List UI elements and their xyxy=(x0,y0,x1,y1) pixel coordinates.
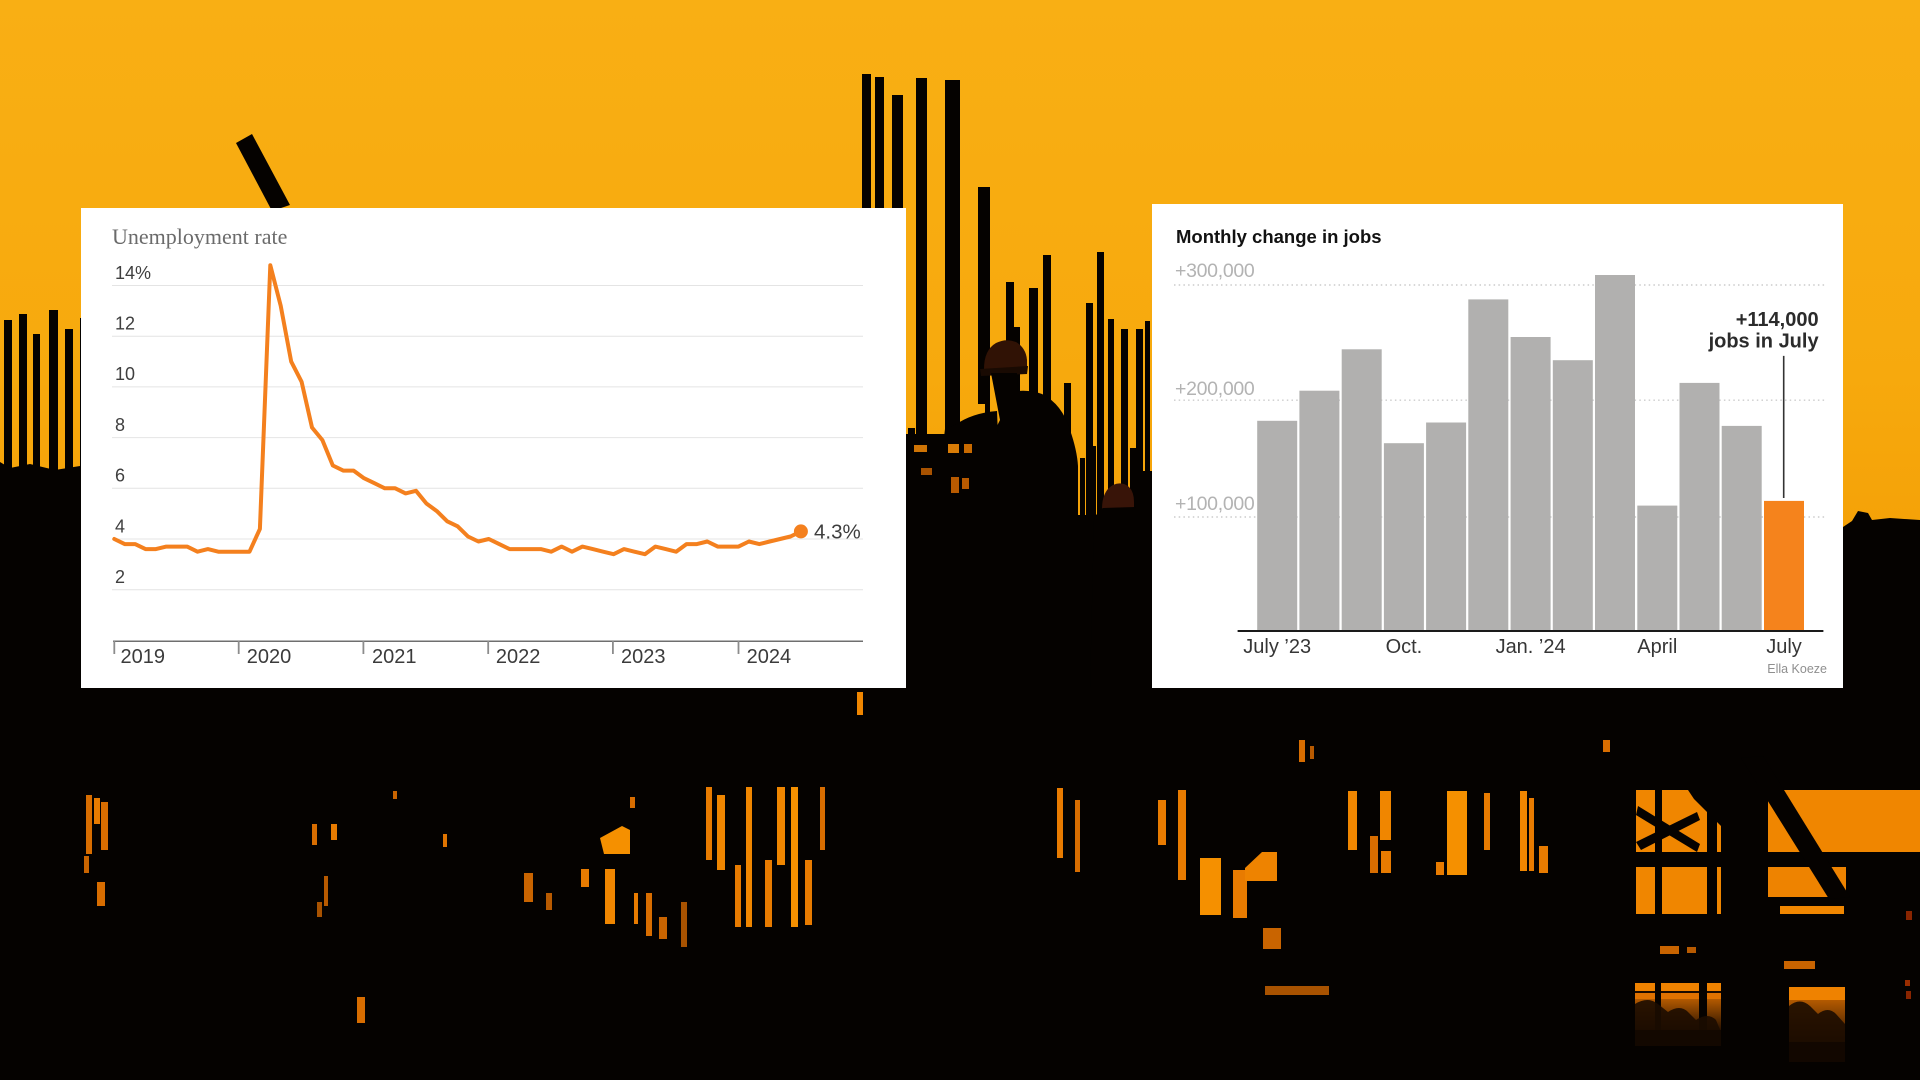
svg-text:2020: 2020 xyxy=(247,646,291,668)
svg-text:2022: 2022 xyxy=(496,646,541,668)
svg-text:2021: 2021 xyxy=(372,646,417,668)
svg-text:Jan. ’24: Jan. ’24 xyxy=(1496,636,1566,658)
svg-text:10: 10 xyxy=(115,364,135,384)
svg-text:4: 4 xyxy=(115,516,125,536)
svg-text:+100,000: +100,000 xyxy=(1175,493,1255,515)
svg-text:2024: 2024 xyxy=(747,646,792,668)
svg-text:July ’23: July ’23 xyxy=(1243,636,1311,658)
svg-text:+300,000: +300,000 xyxy=(1175,260,1255,282)
svg-text:2: 2 xyxy=(115,567,125,587)
svg-text:July: July xyxy=(1766,636,1802,658)
svg-text:2023: 2023 xyxy=(621,646,666,668)
svg-text:12: 12 xyxy=(115,314,135,334)
svg-text:8: 8 xyxy=(115,415,125,435)
svg-text:4.3%: 4.3% xyxy=(814,521,861,544)
svg-text:Oct.: Oct. xyxy=(1386,636,1423,658)
svg-text:6: 6 xyxy=(115,466,125,486)
svg-text:Ella Koeze: Ella Koeze xyxy=(1767,662,1827,676)
svg-text:+114,000: +114,000 xyxy=(1736,309,1819,331)
svg-text:Monthly change in jobs: Monthly change in jobs xyxy=(1176,226,1382,247)
svg-text:jobs in July: jobs in July xyxy=(1708,331,1820,353)
svg-text:2019: 2019 xyxy=(121,646,166,668)
svg-text:April: April xyxy=(1637,636,1677,658)
svg-text:Unemployment rate: Unemployment rate xyxy=(112,224,287,249)
svg-text:14%: 14% xyxy=(115,263,151,283)
svg-text:+200,000: +200,000 xyxy=(1175,378,1255,400)
